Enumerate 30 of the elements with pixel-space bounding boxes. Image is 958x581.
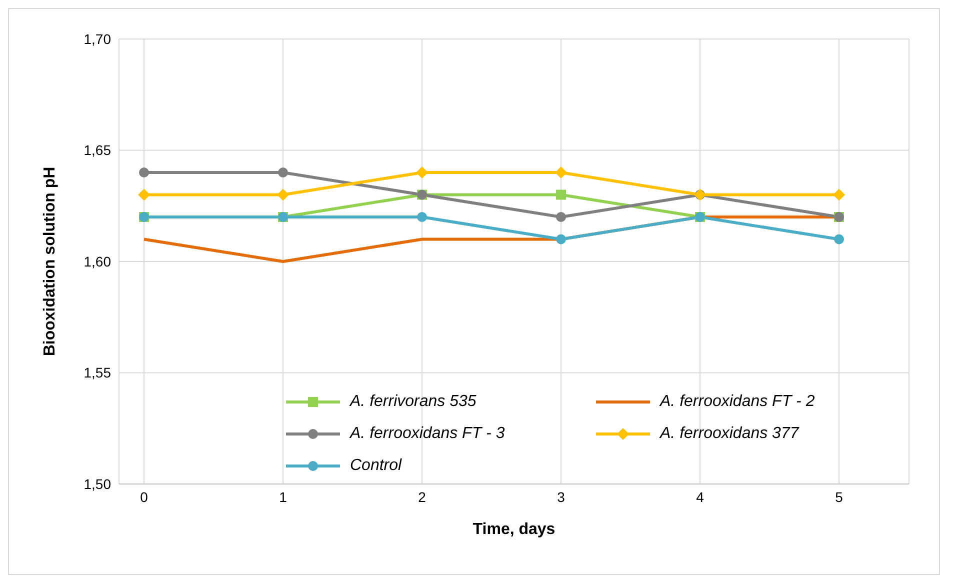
point	[416, 166, 428, 178]
y-tick-label: 1,50	[84, 476, 112, 492]
y-tick-label: 1,65	[84, 142, 112, 158]
legend-label: A. ferrooxidans FT - 2	[660, 393, 815, 411]
point	[417, 212, 427, 222]
point	[556, 212, 566, 222]
x-axis-title: Time, days	[472, 521, 556, 538]
legend-label: A. ferrooxidans FT - 3	[350, 425, 505, 443]
point	[277, 188, 289, 201]
point	[138, 188, 150, 201]
point	[834, 234, 844, 244]
point	[833, 188, 845, 201]
point	[556, 190, 566, 200]
point	[278, 168, 288, 178]
y-axis-title: Biooxidation solution pH	[42, 166, 59, 356]
x-tick-label: 5	[835, 488, 844, 505]
x-tick-label: 1	[279, 488, 288, 505]
y-tick-label: 1,70	[84, 30, 112, 47]
legend-label: A. ferrooxidans 377	[660, 425, 799, 443]
point	[139, 168, 149, 178]
x-tick-label: 2	[418, 488, 426, 505]
legend-label: Control	[350, 457, 402, 475]
y-tick-label: 1,60	[84, 253, 112, 270]
point	[556, 234, 566, 244]
x-tick-label: 3	[557, 488, 566, 505]
y-tick-label: 1,55	[84, 364, 112, 381]
point	[555, 166, 567, 178]
legend-label: A. ferrivorans 535	[350, 393, 476, 411]
x-tick-label: 4	[696, 488, 704, 505]
x-tick-label: 0	[140, 488, 148, 505]
